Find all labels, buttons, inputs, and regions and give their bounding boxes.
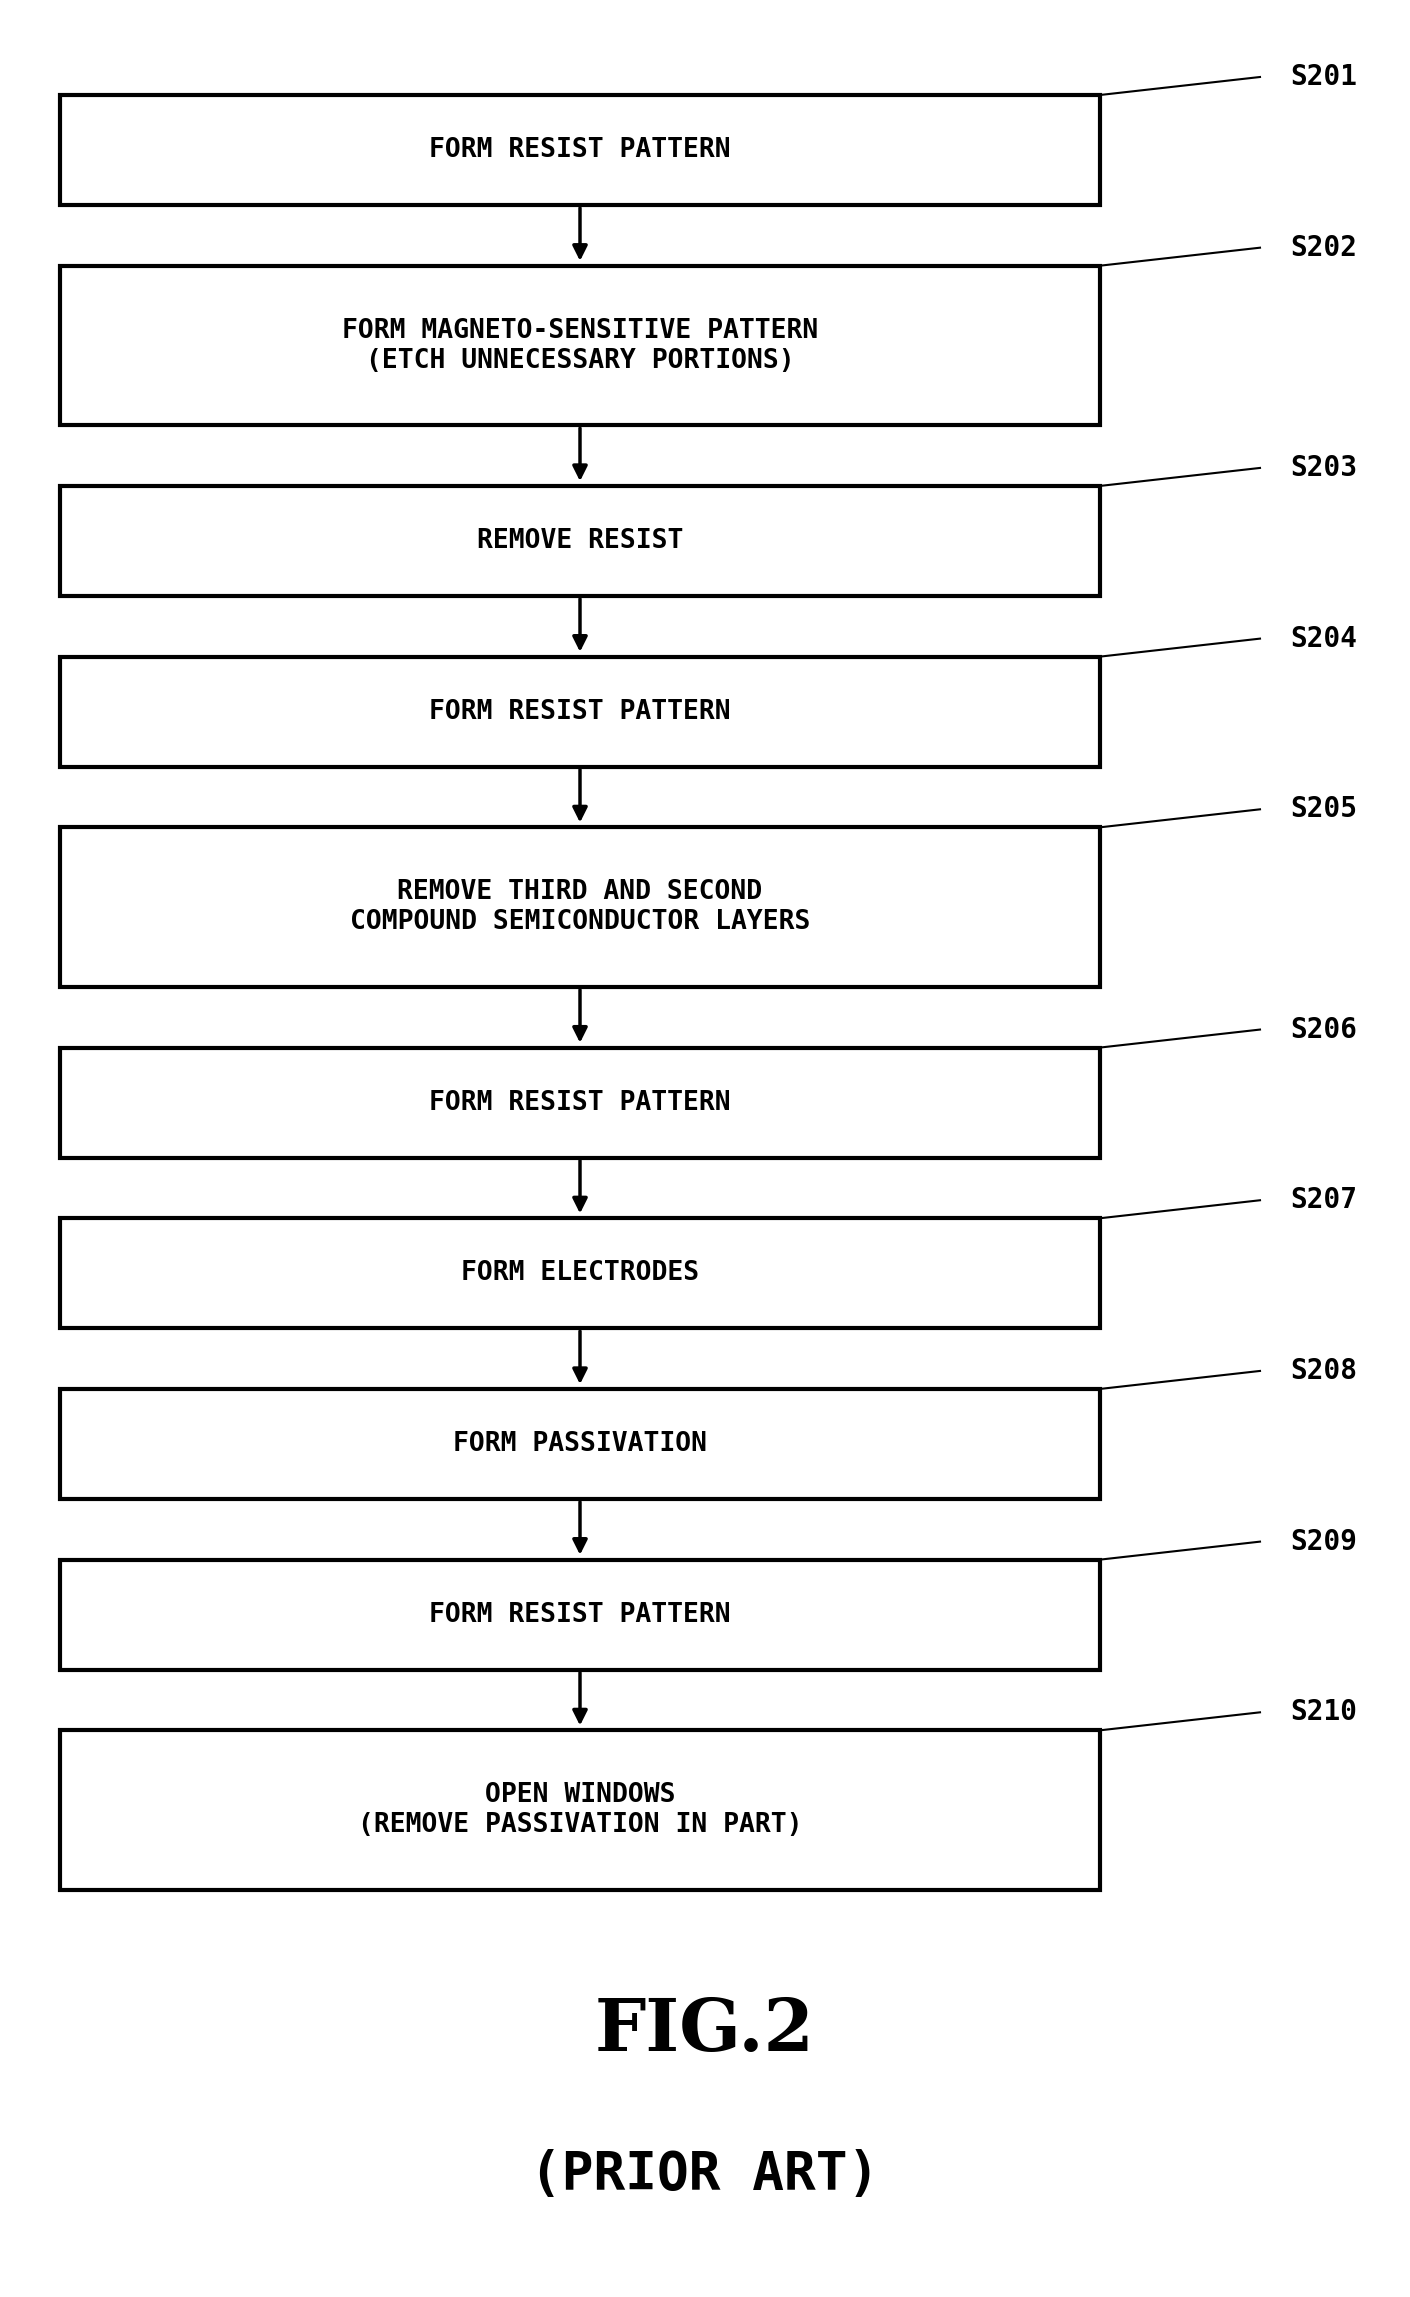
Text: FORM PASSIVATION: FORM PASSIVATION xyxy=(453,1431,706,1456)
Bar xyxy=(61,827,1100,988)
Text: FORM RESIST PATTERN: FORM RESIST PATTERN xyxy=(429,1601,730,1629)
Bar xyxy=(61,94,1100,204)
Text: FORM RESIST PATTERN: FORM RESIST PATTERN xyxy=(429,1089,730,1116)
Text: OPEN WINDOWS
(REMOVE PASSIVATION IN PART): OPEN WINDOWS (REMOVE PASSIVATION IN PART… xyxy=(358,1782,802,1838)
Bar xyxy=(61,487,1100,595)
Text: FORM MAGNETO-SENSITIVE PATTERN
(ETCH UNNECESSARY PORTIONS): FORM MAGNETO-SENSITIVE PATTERN (ETCH UNN… xyxy=(341,317,818,374)
Text: S206: S206 xyxy=(1290,1015,1356,1043)
Text: S202: S202 xyxy=(1290,234,1356,262)
Text: S203: S203 xyxy=(1290,455,1356,482)
Text: (PRIOR ART): (PRIOR ART) xyxy=(530,2150,880,2201)
Bar xyxy=(61,266,1100,425)
Text: FORM ELECTRODES: FORM ELECTRODES xyxy=(461,1261,699,1286)
Bar xyxy=(61,1047,1100,1158)
Bar xyxy=(61,1730,1100,1890)
Bar xyxy=(61,657,1100,767)
Text: FORM RESIST PATTERN: FORM RESIST PATTERN xyxy=(429,698,730,724)
Text: S207: S207 xyxy=(1290,1185,1356,1215)
Bar xyxy=(61,1390,1100,1500)
Text: S209: S209 xyxy=(1290,1528,1356,1555)
Bar xyxy=(61,1560,1100,1670)
Bar xyxy=(61,1217,1100,1328)
Text: S201: S201 xyxy=(1290,62,1356,92)
Text: FORM RESIST PATTERN: FORM RESIST PATTERN xyxy=(429,138,730,163)
Text: S210: S210 xyxy=(1290,1697,1356,1727)
Text: REMOVE THIRD AND SECOND
COMPOUND SEMICONDUCTOR LAYERS: REMOVE THIRD AND SECOND COMPOUND SEMICON… xyxy=(350,880,811,935)
Text: S204: S204 xyxy=(1290,625,1356,652)
Text: S208: S208 xyxy=(1290,1358,1356,1385)
Text: S205: S205 xyxy=(1290,795,1356,822)
Text: FIG.2: FIG.2 xyxy=(595,1994,815,2065)
Text: REMOVE RESIST: REMOVE RESIST xyxy=(477,528,684,554)
